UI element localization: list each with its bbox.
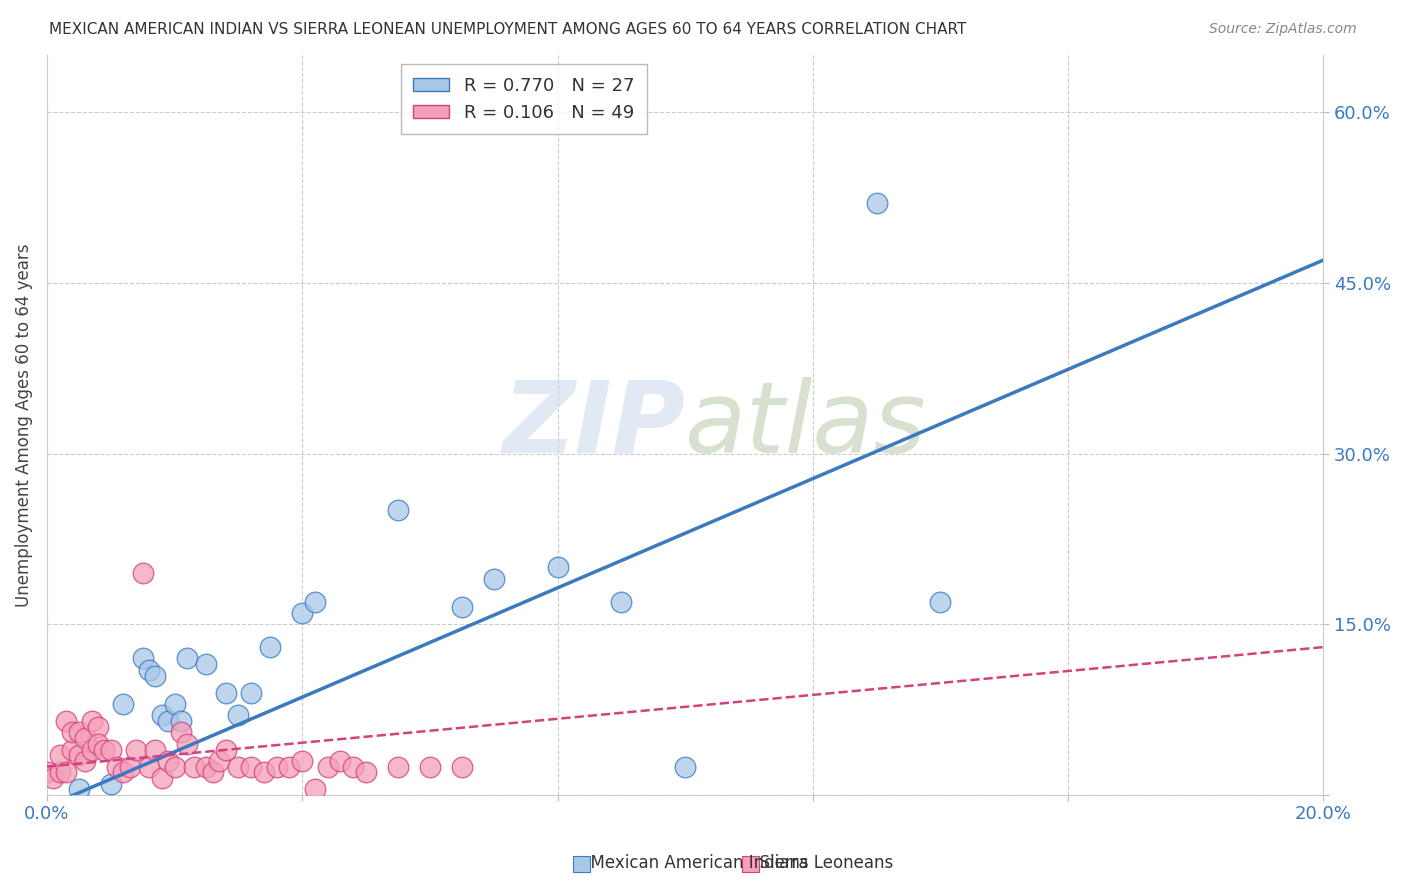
Point (145, 668, 167, 682)
Point (610, 594, 633, 608)
Point (67, 748, 90, 763)
Text: ZIP: ZIP (502, 376, 685, 474)
Point (67, 782, 90, 797)
Point (183, 759, 205, 773)
Y-axis label: Unemployment Among Ages 60 to 64 years: Unemployment Among Ages 60 to 64 years (15, 244, 32, 607)
Text: atlas: atlas (685, 376, 927, 474)
Point (240, 759, 263, 773)
Point (866, 196, 889, 211)
Point (80, 714, 103, 728)
Point (450, 759, 472, 773)
Point (419, 759, 441, 773)
Point (163, 697, 186, 711)
Point (48, 748, 70, 763)
Point (62, 742, 84, 756)
Point (228, 759, 250, 773)
Point (157, 754, 180, 768)
Point (75, 731, 97, 746)
Point (673, 759, 696, 773)
Point (450, 600, 472, 615)
Point (228, 708, 250, 723)
Point (118, 759, 141, 773)
Point (35, 765, 58, 780)
Point (304, 782, 326, 797)
Point (145, 742, 167, 756)
Point (214, 742, 236, 756)
Point (131, 566, 153, 580)
Point (259, 640, 281, 654)
Text: Sierra Leoneans: Sierra Leoneans (748, 855, 893, 872)
Point (201, 765, 224, 780)
Point (163, 759, 186, 773)
Legend: R = 0.770   N = 27, R = 0.106   N = 49: R = 0.770 N = 27, R = 0.106 N = 49 (401, 64, 647, 135)
Point (253, 765, 276, 780)
Point (55, 714, 77, 728)
Point (93, 742, 115, 756)
Point (547, 560, 569, 574)
Point (304, 594, 326, 608)
Point (112, 765, 135, 780)
Point (67, 725, 90, 739)
Point (354, 765, 377, 780)
Text: Source: ZipAtlas.com: Source: ZipAtlas.com (1209, 22, 1357, 37)
Point (138, 759, 160, 773)
Point (387, 759, 409, 773)
Point (195, 759, 218, 773)
Point (176, 651, 198, 665)
Point (75, 754, 97, 768)
Point (100, 777, 122, 791)
Point (80, 742, 103, 756)
Point (112, 697, 135, 711)
Point (150, 771, 173, 785)
Point (125, 742, 148, 756)
Point (150, 708, 173, 723)
Point (131, 651, 153, 665)
Point (62, 725, 84, 739)
Text: MEXICAN AMERICAN INDIAN VS SIERRA LEONEAN UNEMPLOYMENT AMONG AGES 60 TO 64 YEARS: MEXICAN AMERICAN INDIAN VS SIERRA LEONEA… (49, 22, 966, 37)
Point (138, 663, 160, 677)
Point (87, 737, 110, 751)
Point (266, 759, 288, 773)
Point (55, 765, 77, 780)
Point (42, 771, 65, 785)
Point (482, 572, 505, 586)
Point (291, 606, 314, 620)
Point (208, 754, 231, 768)
Point (170, 725, 193, 739)
Point (929, 594, 952, 608)
Point (342, 759, 364, 773)
Point (105, 759, 128, 773)
Point (316, 759, 339, 773)
Point (214, 685, 236, 699)
Point (278, 759, 301, 773)
Point (195, 657, 218, 672)
Point (170, 714, 193, 728)
Point (48, 765, 70, 780)
Point (100, 742, 122, 756)
Point (291, 754, 314, 768)
Text: Mexican American Indians: Mexican American Indians (581, 855, 808, 872)
Point (240, 685, 263, 699)
Point (387, 503, 409, 517)
Point (157, 714, 180, 728)
Point (329, 754, 352, 768)
Point (87, 720, 110, 734)
Point (176, 737, 198, 751)
